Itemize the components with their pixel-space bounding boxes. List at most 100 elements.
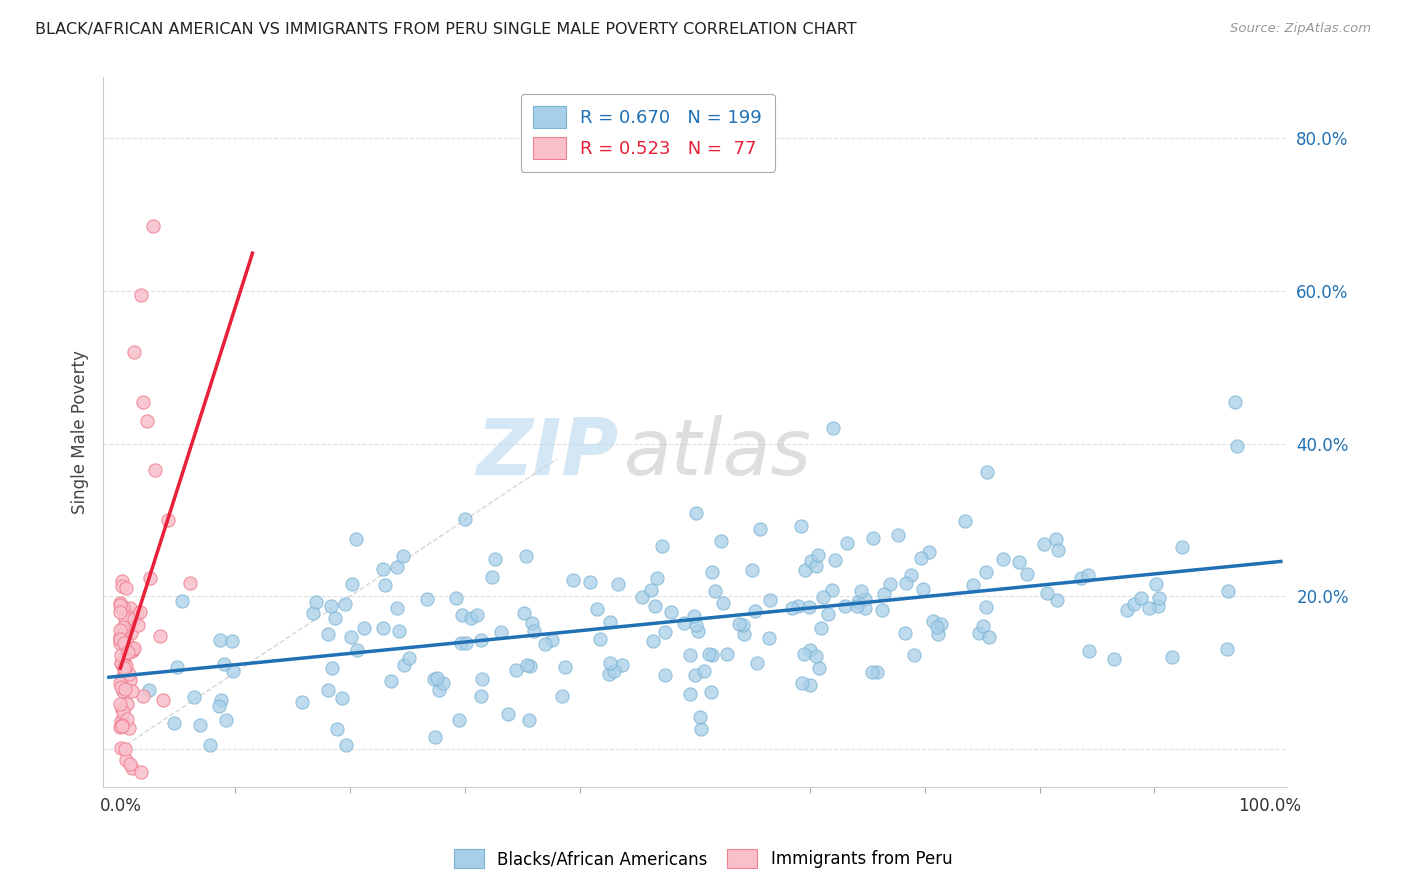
Point <box>599 656 621 670</box>
Point <box>170 594 193 608</box>
Point <box>427 682 450 697</box>
Point <box>212 657 235 672</box>
Point <box>1077 567 1099 582</box>
Point <box>115 753 138 767</box>
Point <box>110 596 132 610</box>
Point <box>141 219 163 234</box>
Point <box>335 738 357 752</box>
Point <box>110 720 132 734</box>
Point <box>110 657 132 671</box>
Point <box>728 617 751 632</box>
Point <box>690 723 713 737</box>
Point <box>110 714 132 729</box>
Point <box>806 648 828 663</box>
Text: Source: ZipAtlas.com: Source: ZipAtlas.com <box>1230 22 1371 36</box>
Point <box>683 668 706 682</box>
Point <box>110 600 132 615</box>
Point <box>1115 603 1137 617</box>
Point <box>121 761 143 775</box>
Point <box>333 597 356 611</box>
Point <box>385 560 408 574</box>
Point <box>873 587 896 601</box>
Point <box>811 591 834 605</box>
Point <box>1122 598 1144 612</box>
Point <box>519 714 541 728</box>
Point <box>110 632 132 647</box>
Point <box>112 655 135 669</box>
Point <box>305 595 328 609</box>
Point <box>110 636 132 650</box>
Point <box>641 634 664 648</box>
Point <box>744 604 766 618</box>
Point <box>342 577 364 591</box>
Point <box>733 627 755 641</box>
Point <box>927 626 949 640</box>
Point <box>135 414 157 428</box>
Point <box>516 658 538 673</box>
Point <box>432 675 454 690</box>
Point <box>454 636 477 650</box>
Point <box>579 575 602 590</box>
Point <box>122 612 145 626</box>
Point <box>1216 641 1239 656</box>
Point <box>533 636 555 650</box>
Y-axis label: Single Male Poverty: Single Male Poverty <box>72 351 89 514</box>
Point <box>846 594 869 608</box>
Point <box>111 706 134 720</box>
Point <box>215 714 238 728</box>
Point <box>114 741 136 756</box>
Point <box>112 636 135 650</box>
Point <box>110 740 132 755</box>
Point <box>114 682 136 697</box>
Point <box>183 690 205 705</box>
Point <box>111 579 134 593</box>
Point <box>702 648 724 663</box>
Point <box>911 582 934 596</box>
Text: atlas: atlas <box>624 416 811 491</box>
Point <box>979 630 1001 644</box>
Point <box>731 618 754 632</box>
Point <box>385 600 408 615</box>
Point <box>806 558 828 573</box>
Point <box>685 506 707 520</box>
Point <box>711 596 734 610</box>
Point <box>716 647 738 661</box>
Point <box>117 645 139 659</box>
Point <box>974 599 997 614</box>
Point <box>481 570 503 584</box>
Point <box>117 608 139 623</box>
Point <box>143 463 166 477</box>
Point <box>1077 644 1099 658</box>
Point <box>685 618 707 632</box>
Point <box>353 621 375 635</box>
Point <box>122 640 145 655</box>
Point <box>800 554 823 568</box>
Point <box>115 712 138 726</box>
Point <box>540 633 562 648</box>
Point <box>1171 541 1194 555</box>
Point <box>599 615 621 629</box>
Point <box>121 644 143 658</box>
Point <box>661 605 683 619</box>
Point <box>114 611 136 625</box>
Point <box>388 624 411 638</box>
Point <box>554 659 576 673</box>
Point <box>1047 542 1070 557</box>
Point <box>780 600 803 615</box>
Point <box>894 575 917 590</box>
Point <box>392 657 415 672</box>
Point <box>1035 586 1057 600</box>
Point <box>793 563 815 577</box>
Point <box>149 629 172 643</box>
Point <box>121 684 143 698</box>
Point <box>672 615 695 630</box>
Point <box>758 632 780 646</box>
Point <box>515 549 537 564</box>
Point <box>689 710 711 724</box>
Point <box>111 702 134 716</box>
Point <box>163 715 186 730</box>
Point <box>519 659 541 673</box>
Point <box>454 512 477 526</box>
Point <box>1216 584 1239 599</box>
Point <box>1161 649 1184 664</box>
